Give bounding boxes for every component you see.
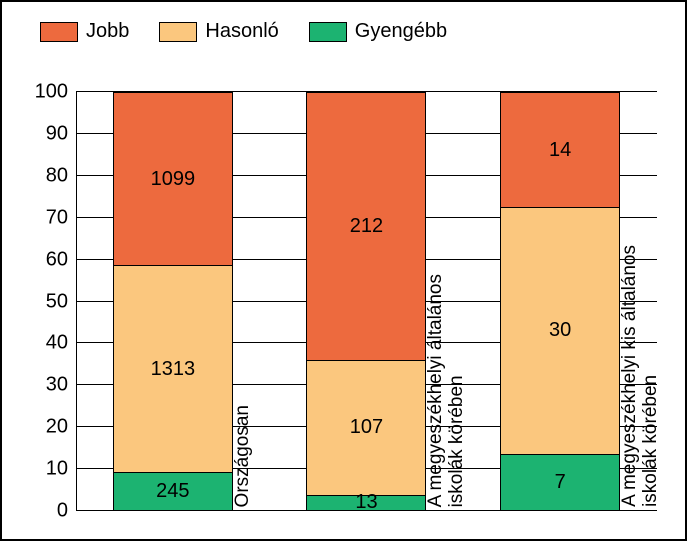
legend-swatch-gyengebb [309, 22, 347, 42]
legend: Jobb Hasonló Gyengébb [40, 20, 447, 43]
bar: 13107212 [306, 92, 426, 511]
bar-segment: 212 [306, 92, 426, 360]
bar-segment: 1313 [113, 265, 233, 472]
y-tick-label: 50 [46, 290, 68, 313]
bar-group: 24513131099Országosan [113, 92, 233, 511]
bar-segment: 245 [113, 472, 233, 511]
legend-item-gyengebb: Gyengébb [309, 20, 447, 43]
bar-segment: 107 [306, 360, 426, 495]
legend-label-hasonlo: Hasonló [205, 20, 278, 43]
y-tick-label: 60 [46, 248, 68, 271]
bar-segment: 13 [306, 495, 426, 511]
bar-segment: 7 [500, 454, 620, 511]
legend-item-jobb: Jobb [40, 20, 129, 43]
bar: 73014 [500, 92, 620, 511]
y-tick-label: 20 [46, 416, 68, 439]
legend-swatch-jobb [40, 22, 78, 42]
bar-segment: 1099 [113, 92, 233, 265]
y-tick-label: 40 [46, 332, 68, 355]
legend-swatch-hasonlo [159, 22, 197, 42]
bar-segment: 30 [500, 207, 620, 453]
y-tick-label: 0 [57, 500, 68, 523]
chart-container: Jobb Hasonló Gyengébb 0 10 20 30 40 50 60 70 80 9… [0, 0, 687, 541]
legend-label-gyengebb: Gyengébb [355, 20, 447, 43]
y-tick-label: 10 [46, 458, 68, 481]
bar-label: Országosan [233, 405, 254, 507]
bar-group: 73014A megyeszékhelyi kis általános isko… [500, 92, 620, 511]
legend-item-hasonlo: Hasonló [159, 20, 278, 43]
bar-group: 13107212A megyeszékhelyi általános iskol… [306, 92, 426, 511]
y-tick-label: 70 [46, 206, 68, 229]
legend-label-jobb: Jobb [86, 20, 129, 43]
bar: 24513131099 [113, 92, 233, 511]
bars: 24513131099Országosan13107212A megyeszék… [76, 92, 657, 511]
bar-label: A megyeszékhelyi kis általános iskolák k… [620, 245, 662, 507]
y-tick-label: 30 [46, 374, 68, 397]
plot-area: 0102030405060708090100 24513131099Ország… [76, 92, 657, 511]
y-tick-label: 90 [46, 122, 68, 145]
bar-label: A megyeszékhelyi általános iskolák köréb… [426, 274, 468, 507]
y-tick-label: 100 [35, 81, 68, 104]
bar-segment: 14 [500, 92, 620, 207]
y-tick-label: 80 [46, 164, 68, 187]
